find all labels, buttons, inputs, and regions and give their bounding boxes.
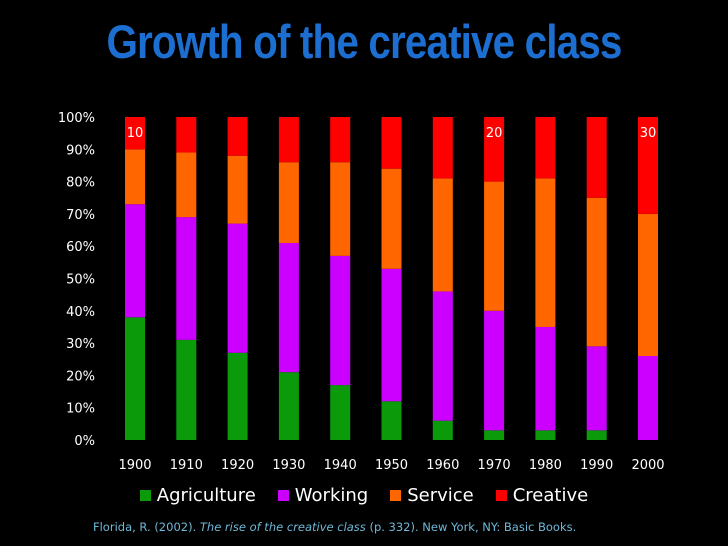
bar-service-1990 <box>586 197 607 347</box>
bar-working-1980 <box>535 326 556 431</box>
x-tick-label: 1990 <box>580 458 613 473</box>
legend-item-agriculture: Agriculture <box>139 485 256 506</box>
bar-working-1920 <box>227 223 248 353</box>
citation: Florida, R. (2002). The rise of the crea… <box>93 520 576 534</box>
y-tick-label: 10% <box>66 402 95 417</box>
legend-swatch <box>277 490 289 501</box>
bar-creative-1940 <box>330 117 351 163</box>
legend-swatch <box>139 490 151 501</box>
bar-service-1930 <box>278 162 299 243</box>
y-tick-label: 60% <box>66 240 95 255</box>
bar-creative-1990 <box>586 117 607 198</box>
legend-label: Working <box>294 485 369 506</box>
x-tick-label: 1910 <box>170 458 203 473</box>
bar-agriculture-1950 <box>381 401 402 440</box>
bar-creative-1970 <box>484 117 505 182</box>
bars <box>125 117 658 440</box>
bar-working-1990 <box>586 346 607 431</box>
bar-creative-1930 <box>278 117 299 163</box>
bar-working-1970 <box>484 310 505 431</box>
legend-label: Agriculture <box>156 485 256 506</box>
legend-label: Service <box>407 485 474 506</box>
bar-creative-1950 <box>381 117 402 169</box>
bar-service-1960 <box>432 178 453 292</box>
x-tick-label: 1970 <box>478 458 511 473</box>
citation-prefix: Florida, R. (2002). <box>93 520 200 534</box>
bar-agriculture-1940 <box>330 385 351 440</box>
data-label-2000: 30 <box>640 126 657 141</box>
x-tick-label: 1930 <box>272 458 305 473</box>
y-tick-label: 20% <box>66 369 95 384</box>
bar-creative-1920 <box>227 117 248 156</box>
x-tick-label: 1980 <box>529 458 562 473</box>
legend: Agriculture Working Service Creative <box>0 485 728 506</box>
bar-agriculture-1920 <box>227 352 248 440</box>
x-tick-label: 1900 <box>118 458 151 473</box>
x-tick-label: 1940 <box>324 458 357 473</box>
y-tick-label: 90% <box>66 143 95 158</box>
y-axis-ticks: 0% 10% 20% 30% 40% 50% 60% 70% 80% 90% 100% <box>58 111 95 449</box>
bar-working-2000 <box>638 356 658 440</box>
bar-creative-1900 <box>125 117 145 150</box>
bar-agriculture-1970 <box>484 430 505 440</box>
bar-creative-1910 <box>176 117 197 153</box>
legend-item-working: Working <box>277 485 369 506</box>
bar-creative-2000 <box>638 117 658 214</box>
bar-service-1900 <box>125 149 145 205</box>
y-tick-label: 50% <box>66 273 95 288</box>
data-labels: 10 20 30 <box>127 126 657 141</box>
bar-working-1930 <box>278 242 299 373</box>
bar-agriculture-1990 <box>586 430 607 440</box>
bar-working-1950 <box>381 268 402 402</box>
data-label-1900: 10 <box>127 126 144 141</box>
bar-agriculture-1980 <box>535 430 556 440</box>
y-tick-label: 80% <box>66 176 95 191</box>
data-label-1970: 20 <box>486 126 503 141</box>
citation-title: The rise of the creative class <box>199 520 366 534</box>
bar-service-1970 <box>484 181 505 311</box>
bar-service-1980 <box>535 178 556 327</box>
bar-working-1940 <box>330 255 351 386</box>
bar-service-1950 <box>381 168 402 269</box>
bar-agriculture-1900 <box>125 317 145 440</box>
bar-agriculture-1910 <box>176 339 197 440</box>
y-tick-label: 30% <box>66 337 95 352</box>
y-tick-label: 40% <box>66 305 95 320</box>
chart-title: Growth of the creative class <box>106 15 622 68</box>
bar-service-1940 <box>330 162 351 256</box>
legend-label: Creative <box>512 485 589 506</box>
legend-item-creative: Creative <box>495 485 589 506</box>
bar-service-1910 <box>176 152 197 218</box>
bar-working-1910 <box>176 217 197 340</box>
legend-item-service: Service <box>390 485 474 506</box>
bar-working-1960 <box>432 291 453 421</box>
y-tick-label: 0% <box>74 434 95 449</box>
x-axis-ticks: 1900 1910 1920 1930 1940 1950 1960 1970 1980 1990… <box>118 458 664 473</box>
bar-working-1900 <box>125 204 145 318</box>
legend-swatch <box>390 490 402 501</box>
x-tick-label: 2000 <box>631 458 664 473</box>
bar-creative-1960 <box>432 117 453 179</box>
y-tick-label: 100% <box>58 111 95 126</box>
bar-creative-1980 <box>535 117 556 179</box>
x-tick-label: 1950 <box>375 458 408 473</box>
bar-agriculture-1930 <box>278 372 299 440</box>
x-tick-label: 1960 <box>426 458 459 473</box>
bar-service-2000 <box>638 213 658 357</box>
x-tick-label: 1920 <box>221 458 254 473</box>
stacked-bar-chart: 0%10%20%30%40%50%60%70%80%90%100% 1900 19… <box>58 111 665 473</box>
y-tick-label: 70% <box>66 208 95 223</box>
bar-service-1920 <box>227 155 248 224</box>
bar-agriculture-1960 <box>432 420 453 440</box>
legend-swatch <box>495 490 507 501</box>
citation-suffix: (p. 332). New York, NY: Basic Books. <box>365 520 577 534</box>
